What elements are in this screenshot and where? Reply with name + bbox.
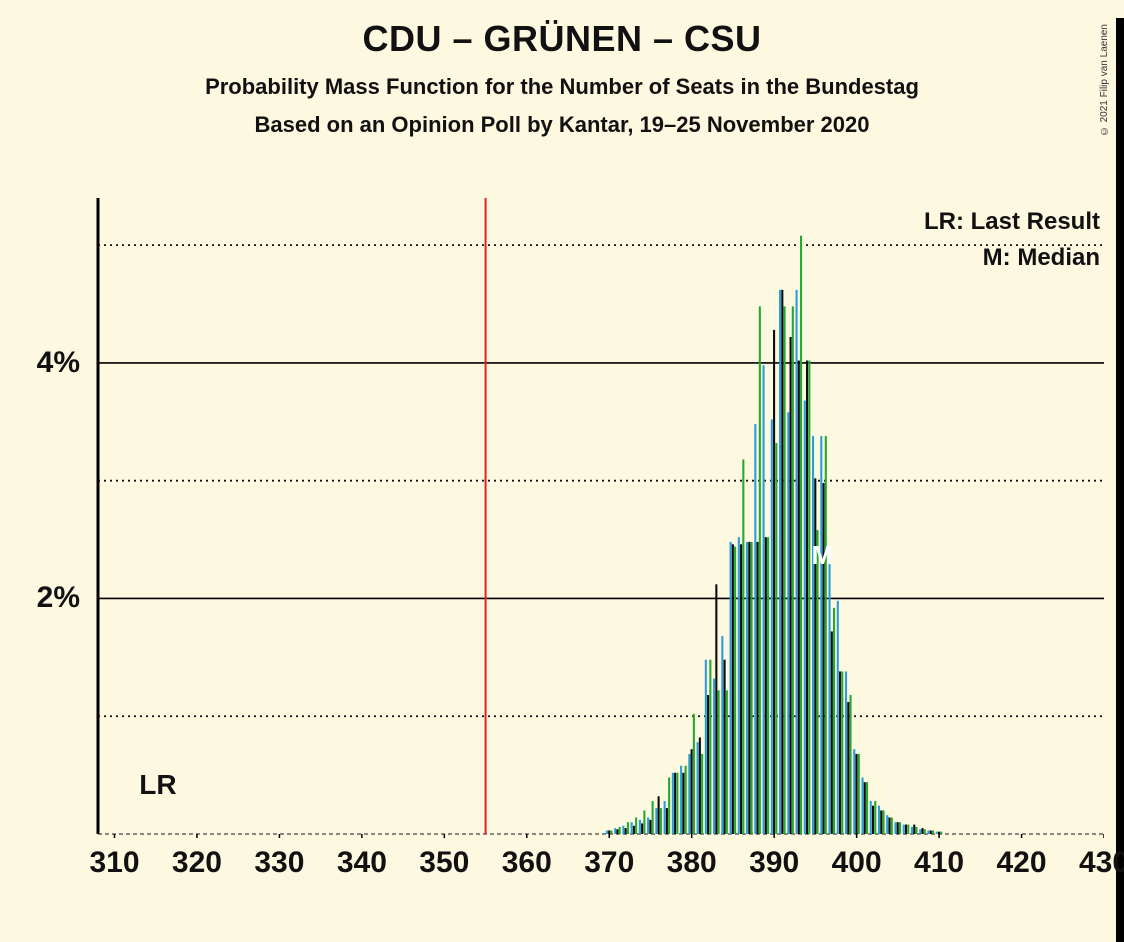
y-tick-label: 4% <box>37 346 80 380</box>
chart-subtitle-1: Probability Mass Function for the Number… <box>0 74 1124 100</box>
page-right-border <box>1116 18 1124 942</box>
y-axis-labels: 2% 4% <box>0 198 92 838</box>
x-tick-label: 410 <box>914 846 964 880</box>
x-tick-label: 400 <box>832 846 882 880</box>
x-tick-label: 360 <box>502 846 552 880</box>
chart-title: CDU – GRÜNEN – CSU <box>0 18 1124 60</box>
chart-plot-area <box>94 198 1104 838</box>
x-tick-label: 430 <box>1079 846 1124 880</box>
chart-subtitle-2: Based on an Opinion Poll by Kantar, 19–2… <box>0 112 1124 138</box>
x-tick-label: 330 <box>254 846 304 880</box>
x-tick-label: 320 <box>172 846 222 880</box>
x-tick-label: 420 <box>997 846 1047 880</box>
x-tick-label: 390 <box>749 846 799 880</box>
x-axis-labels: 310320330340350360370380390400410420430 <box>94 846 1104 886</box>
x-tick-label: 380 <box>667 846 717 880</box>
chart-svg <box>94 198 1104 838</box>
y-tick-label: 2% <box>37 581 80 615</box>
x-tick-label: 310 <box>89 846 139 880</box>
median-annotation: M <box>812 540 834 571</box>
x-tick-label: 370 <box>584 846 634 880</box>
x-tick-label: 340 <box>337 846 387 880</box>
lr-annotation: LR <box>139 769 176 801</box>
copyright-text: © 2021 Filip van Laenen <box>1099 24 1110 136</box>
x-tick-label: 350 <box>419 846 469 880</box>
